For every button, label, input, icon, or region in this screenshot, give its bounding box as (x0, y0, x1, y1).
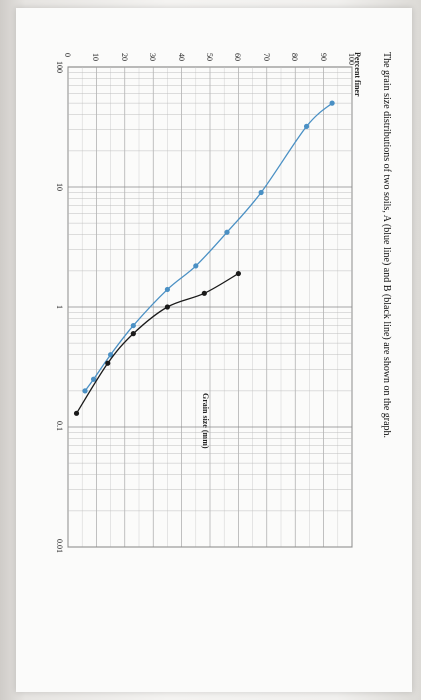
soil-a-point (164, 286, 170, 293)
soil-b-point (201, 290, 207, 296)
soil-a-point (303, 123, 310, 129)
soil-b-point (130, 331, 136, 337)
soil-b-point (105, 360, 111, 366)
soil-a-point (193, 263, 199, 269)
soil-a-line (84, 102, 333, 392)
soil-a-point (108, 352, 114, 358)
soil-b-point (235, 270, 241, 277)
soil-a-point (90, 376, 97, 382)
soil-a-point (130, 322, 136, 329)
soil-a-point (82, 388, 88, 394)
soil-a-point (224, 229, 230, 235)
soil-a-point (329, 100, 335, 106)
soil-b-line (75, 272, 239, 414)
soil-b-point (164, 304, 170, 310)
soil-b-point (73, 410, 80, 416)
soil-a-point (258, 189, 264, 196)
